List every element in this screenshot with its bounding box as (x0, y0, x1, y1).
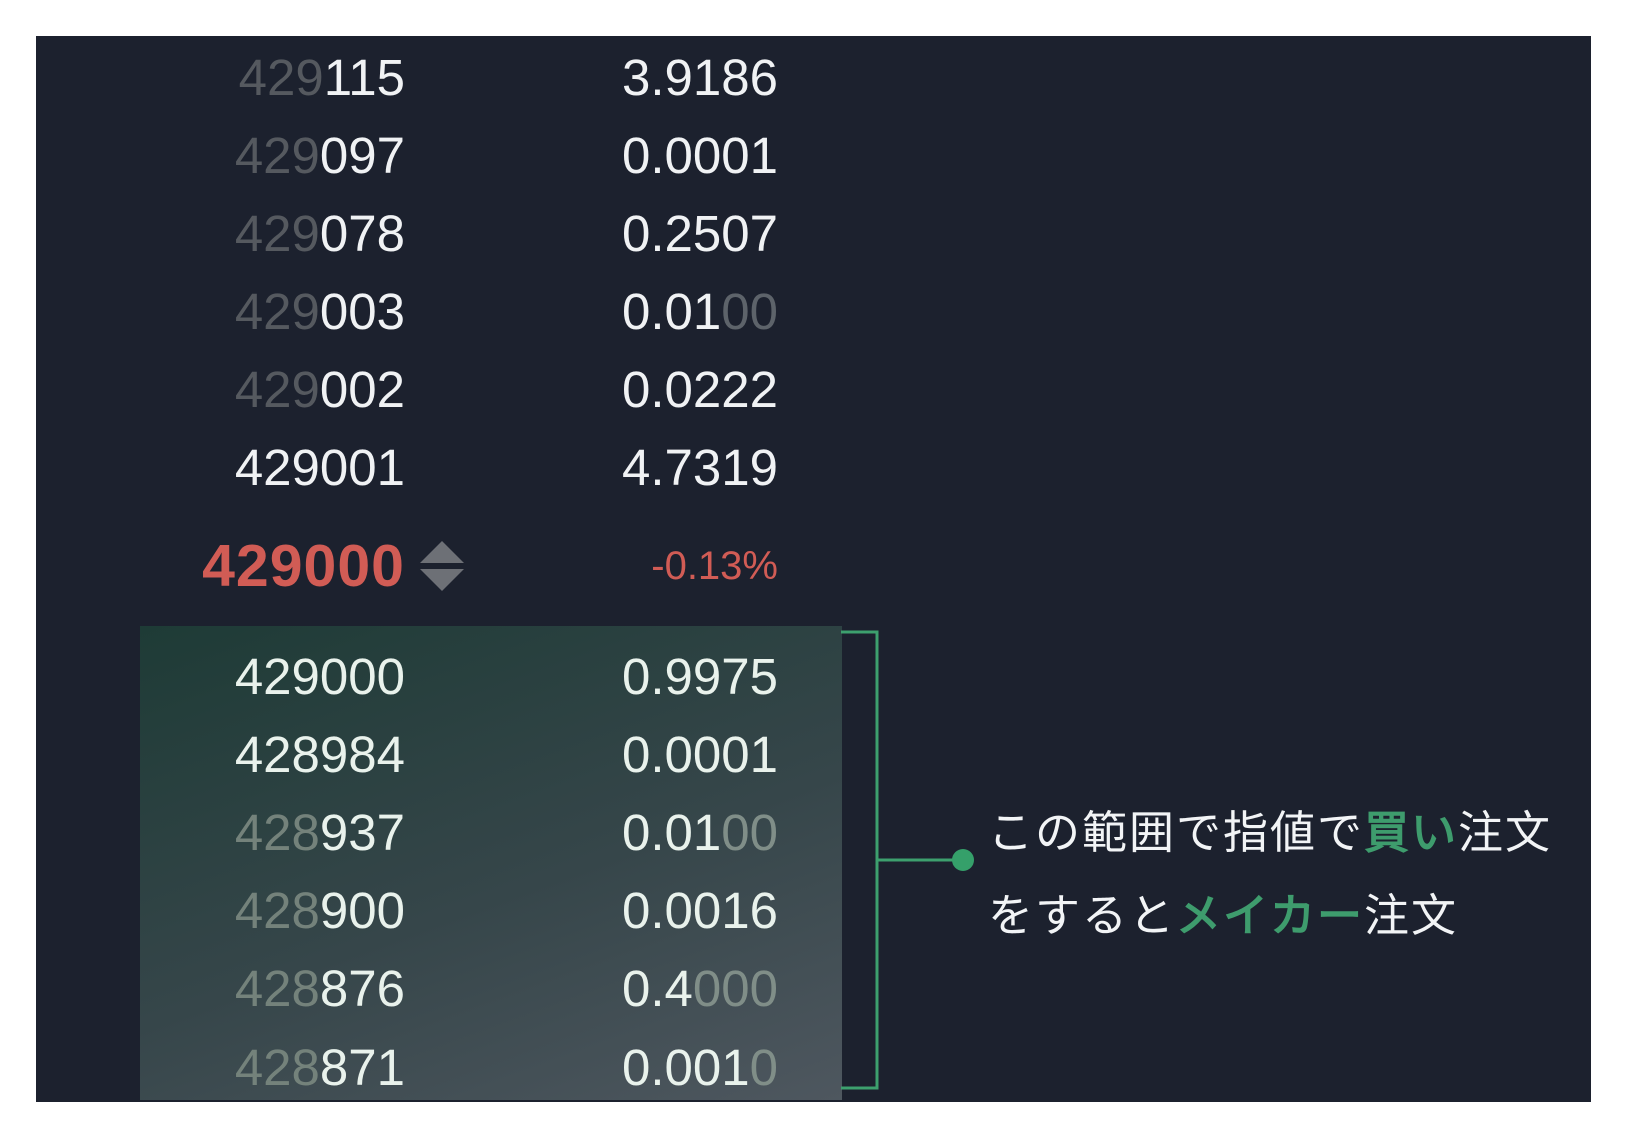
current-price-row[interactable]: 429000 -0.13% (36, 527, 846, 605)
price-significant: 115 (323, 48, 405, 106)
annotation-line-1: この範囲で指値で買い注文 (988, 791, 1552, 874)
order-row[interactable]: 428871 0.0010 (36, 1028, 846, 1102)
price-dim-prefix: 428 (234, 803, 320, 861)
price-dim-prefix: 428 (234, 882, 320, 940)
amount-significant: 0.2507 (622, 204, 778, 262)
order-amount: 4.7319 (405, 438, 778, 497)
price-dim-prefix: 428 (234, 960, 320, 1018)
amount-significant: 0.9975 (622, 647, 778, 705)
annotation-text: この範囲で指値で (988, 807, 1365, 858)
amount-significant: 4.7319 (622, 438, 778, 496)
amount-dim-suffix: 00 (721, 282, 778, 340)
order-row[interactable]: 428937 0.0100 (36, 793, 846, 871)
amount-significant: 0.0016 (622, 882, 778, 940)
order-row[interactable]: 429115 3.9186 (36, 38, 846, 116)
amount-significant: 0.01 (622, 803, 722, 861)
price-significant: 900 (319, 882, 405, 940)
price-dim-prefix: 428 (234, 1038, 320, 1096)
order-row[interactable]: 429002 0.0222 (36, 350, 846, 428)
order-amount: 0.0016 (405, 881, 778, 940)
orderbook-panel: 429115 3.9186 429097 0.0001 429078 0.250… (36, 36, 1591, 1102)
order-price: 429115 (36, 48, 405, 107)
order-amount: 0.0222 (405, 360, 778, 419)
order-price: 429003 (36, 282, 405, 341)
connector-dot-icon (952, 849, 974, 871)
price-dim-prefix: 429 (234, 282, 320, 340)
amount-significant: 0.0001 (622, 725, 778, 783)
price-dim-prefix: 429 (234, 204, 320, 262)
price-dim-prefix: 429 (234, 360, 320, 418)
price-significant: 003 (319, 282, 405, 340)
order-amount: 0.0010 (405, 1038, 778, 1097)
up-triangle-icon (420, 541, 464, 563)
price-significant: 429000 (234, 647, 405, 705)
order-price: 428871 (36, 1038, 405, 1097)
order-row[interactable]: 429001 4.7319 (36, 428, 846, 506)
annotation-text: 注文 (1458, 807, 1553, 858)
order-price: 428984 (36, 725, 405, 784)
amount-significant: 3.9186 (622, 48, 778, 106)
annotation-line-2: をするとメイカー注文 (988, 874, 1552, 957)
price-significant: 097 (319, 126, 405, 184)
bids-section: 429000 0.9975 428984 0.0001 428937 0.010… (36, 637, 846, 1102)
price-significant: 078 (319, 204, 405, 262)
asks-section: 429115 3.9186 429097 0.0001 429078 0.250… (36, 38, 846, 506)
order-amount: 0.9975 (405, 647, 778, 706)
price-dim-prefix: 429 (238, 48, 324, 106)
amount-significant: 0.0222 (622, 360, 778, 418)
amount-significant: 0.0001 (622, 126, 778, 184)
price-updown-arrows-icon (419, 538, 465, 594)
order-amount: 0.0100 (405, 282, 778, 341)
order-amount: 0.0001 (405, 725, 778, 784)
price-significant: 429001 (234, 438, 405, 496)
order-price: 428937 (36, 803, 405, 862)
order-price: 428876 (36, 959, 405, 1018)
order-price: 428900 (36, 881, 405, 940)
price-significant: 002 (319, 360, 405, 418)
order-price: 429078 (36, 204, 405, 263)
order-amount: 0.4000 (405, 959, 778, 1018)
amount-dim-suffix: 0 (749, 1038, 778, 1096)
order-price: 429000 (36, 647, 405, 706)
order-row[interactable]: 429078 0.2507 (36, 194, 846, 272)
order-row[interactable]: 429097 0.0001 (36, 116, 846, 194)
order-amount: 0.0100 (405, 803, 778, 862)
order-amount: 3.9186 (405, 48, 778, 107)
amount-dim-suffix: 00 (721, 803, 778, 861)
price-significant: 937 (319, 803, 405, 861)
annotation-buy-keyword: 買い (1364, 807, 1459, 858)
order-price: 429097 (36, 126, 405, 185)
order-row[interactable]: 429000 0.9975 (36, 637, 846, 715)
price-significant: 876 (319, 960, 405, 1018)
order-row[interactable]: 429003 0.0100 (36, 272, 846, 350)
maker-annotation: この範囲で指値で買い注文 をするとメイカー注文 (988, 791, 1552, 957)
price-significant: 428984 (234, 725, 405, 783)
order-price: 429001 (36, 438, 405, 497)
annotation-text: をすると (988, 890, 1177, 941)
amount-significant: 0.4 (622, 960, 693, 1018)
amount-significant: 0.001 (622, 1038, 750, 1096)
order-price: 429002 (36, 360, 405, 419)
current-price: 429000 (202, 533, 405, 599)
amount-significant: 0.01 (622, 282, 722, 340)
order-amount: 0.0001 (405, 126, 778, 185)
annotation-maker-keyword: メイカー (1176, 890, 1365, 941)
amount-dim-suffix: 000 (692, 960, 778, 1018)
annotation-text: 注文 (1364, 890, 1459, 941)
maker-range-highlight (140, 626, 842, 1100)
price-change-percent: -0.13% (651, 543, 778, 588)
down-triangle-icon (420, 569, 464, 591)
price-dim-prefix: 429 (234, 126, 320, 184)
order-row[interactable]: 428876 0.4000 (36, 950, 846, 1028)
order-row[interactable]: 428984 0.0001 (36, 715, 846, 793)
order-row[interactable]: 428900 0.0016 (36, 872, 846, 950)
price-significant: 871 (319, 1038, 405, 1096)
order-amount: 0.2507 (405, 204, 778, 263)
